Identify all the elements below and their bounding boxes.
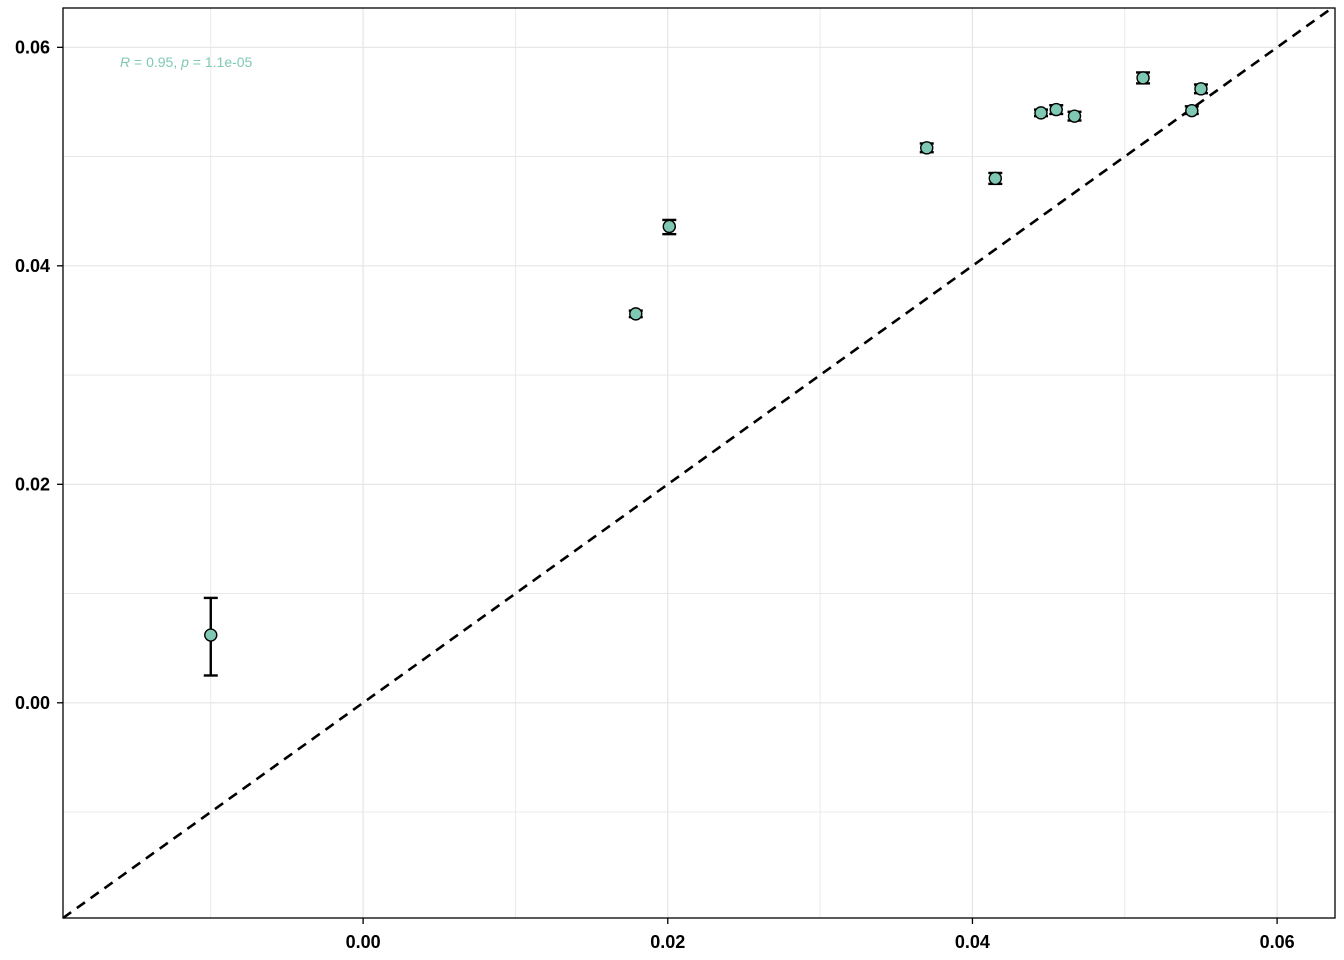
x-tick-label: 0.00: [346, 932, 381, 952]
x-tick-label: 0.06: [1260, 932, 1295, 952]
y-tick-label: 0.02: [15, 474, 50, 494]
identity-line: [62, 6, 1333, 920]
data-point: [1136, 71, 1151, 85]
gridlines: [63, 8, 1335, 918]
plot-background: [63, 8, 1335, 918]
point-marker: [920, 141, 934, 155]
data-points: [203, 71, 1208, 677]
point-marker: [1067, 109, 1082, 123]
data-point: [1067, 109, 1082, 123]
correlation-annotation: R = 0.95, p = 1.1e-05: [120, 54, 253, 70]
x-tick-label: 0.02: [650, 932, 685, 952]
p-value: = 1.1e-05: [189, 54, 253, 70]
y-tick-label: 0.06: [15, 37, 50, 57]
data-point: [203, 596, 218, 677]
data-point: [1033, 106, 1048, 120]
data-point: [1049, 102, 1064, 117]
data-point: [662, 218, 677, 236]
r-label: R: [120, 54, 130, 70]
point-marker: [1136, 71, 1150, 85]
point-marker: [1034, 106, 1048, 120]
point-marker: [1194, 82, 1208, 96]
data-point: [1193, 82, 1208, 96]
point-marker: [988, 171, 1002, 186]
identity-dashed-line: [62, 6, 1333, 920]
x-tick-label: 0.04: [955, 932, 990, 952]
point-marker: [204, 628, 218, 642]
data-point: [1184, 103, 1199, 118]
y-tick-label: 0.00: [15, 693, 50, 713]
y-tick-label: 0.04: [15, 256, 50, 276]
r-value: = 0.95,: [130, 54, 181, 70]
point-marker: [1049, 102, 1063, 117]
point-marker: [629, 307, 643, 321]
plot-panel-border: [62, 7, 1336, 919]
data-point: [919, 141, 934, 155]
data-point: [988, 171, 1003, 186]
axes: 0.00 0.02 0.04 0.06 0.00 0.02 0.04 0.06: [15, 37, 1295, 952]
data-point: [628, 307, 643, 321]
p-label: p: [180, 54, 189, 70]
point-marker: [1185, 103, 1199, 118]
point-marker: [662, 219, 676, 234]
